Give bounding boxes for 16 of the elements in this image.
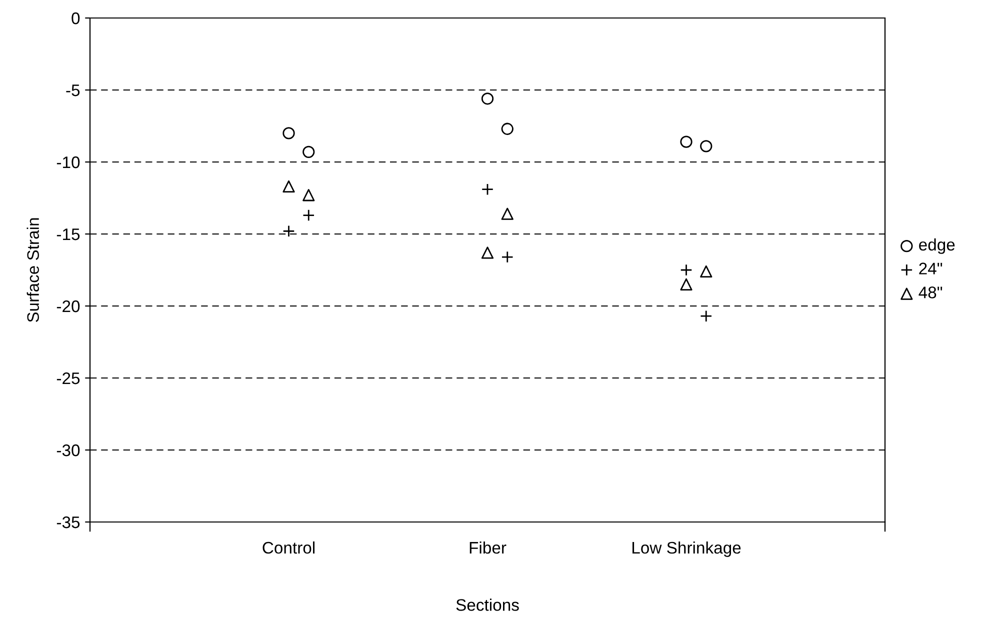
y-tick-label: -25 bbox=[56, 372, 80, 384]
x-tick-label: Low Shrinkage bbox=[632, 541, 741, 557]
y-axis-title: Surface Strain bbox=[26, 218, 40, 322]
x-tick-label: Fiber bbox=[470, 541, 506, 554]
y-tick-label: -20 bbox=[56, 300, 80, 312]
y-tick-label: -35 bbox=[56, 516, 80, 528]
y-tick-label: -10 bbox=[56, 156, 80, 168]
legend-label: 24" bbox=[919, 262, 942, 274]
y-tick-label: -15 bbox=[56, 228, 80, 240]
x-tick-label: Control bbox=[262, 541, 314, 554]
y-tick-label: -30 bbox=[56, 444, 80, 456]
y-tick-label: -5 bbox=[66, 84, 80, 96]
legend-label: 48" bbox=[918, 286, 942, 298]
y-tick-label: 0 bbox=[72, 12, 80, 24]
x-axis-title: Sections bbox=[456, 598, 519, 611]
legend-label: edge bbox=[919, 238, 955, 254]
